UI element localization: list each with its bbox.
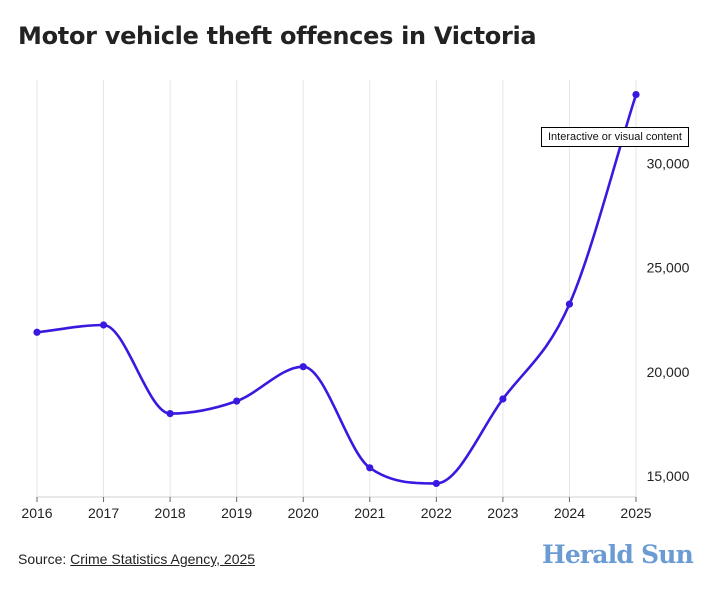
x-tick-label: 2024: [554, 505, 585, 521]
data-point-2025[interactable]: [632, 90, 640, 99]
data-point-2018[interactable]: [166, 410, 174, 418]
data-point-2019[interactable]: [233, 397, 241, 405]
series-line: [35, 93, 638, 485]
x-tick-label: 2022: [421, 505, 452, 521]
x-tick-label: 2023: [487, 505, 518, 521]
y-tick-label: 20,000: [647, 364, 690, 380]
x-tick-label: 2021: [354, 505, 385, 521]
source-prefix: Source:: [18, 551, 71, 567]
data-point-2022[interactable]: [432, 479, 440, 488]
data-point-2020[interactable]: [299, 363, 307, 371]
data-points: [33, 90, 640, 488]
grid-lines: [36, 80, 637, 497]
x-tick-label: 2020: [288, 505, 319, 521]
data-point-2021[interactable]: [366, 464, 374, 472]
x-tick-label: 2019: [221, 505, 252, 521]
data-point-2017[interactable]: [99, 321, 108, 329]
series-line-layer: [35, 93, 638, 485]
data-point-2023[interactable]: [499, 395, 507, 403]
x-tick-label: 2025: [620, 505, 651, 521]
data-point-2024[interactable]: [565, 300, 574, 308]
y-tick-label: 25,000: [647, 260, 690, 276]
source-link[interactable]: Crime Statistics Agency, 2025: [70, 551, 256, 567]
herald-sun-logo: Herald Sun: [542, 540, 694, 569]
axes: [36, 496, 637, 502]
source-note: Source: Crime Statistics Agency, 2025: [18, 551, 255, 567]
y-axis-tick-labels: 15,000 20,000 25,000 30,000: [647, 155, 690, 484]
interactive-content-tooltip: Interactive or visual content: [541, 127, 689, 147]
chart-title: Motor vehicle theft offences in Victoria: [18, 22, 537, 50]
x-tick-label: 2016: [21, 505, 52, 521]
y-tick-label: 15,000: [647, 468, 690, 484]
x-axis-tick-labels: 2016 2017 2018 2019 2020 2021 2022 2023 2024 2025: [21, 505, 651, 521]
data-point-2016[interactable]: [33, 328, 41, 336]
y-tick-label: 30,000: [647, 155, 690, 171]
x-tick-label: 2017: [88, 505, 119, 521]
x-tick-label: 2018: [155, 505, 186, 521]
